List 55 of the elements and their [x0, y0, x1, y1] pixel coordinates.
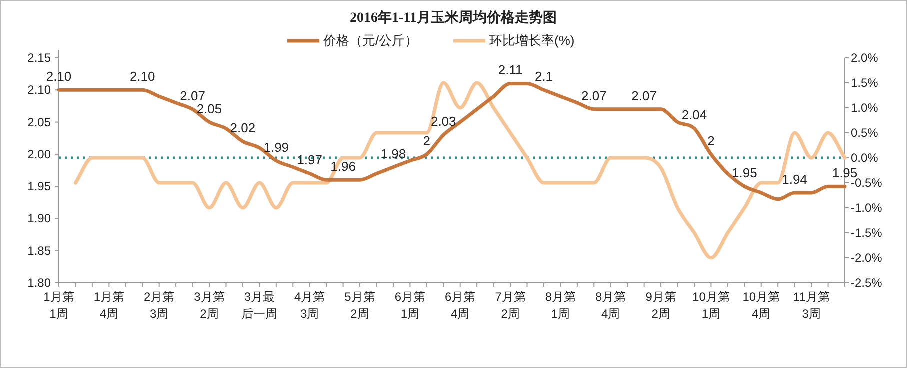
data-label: 2.03 — [430, 114, 456, 130]
x-tick-label: 3月第2周 — [194, 290, 225, 321]
data-label: 1.95 — [732, 166, 758, 181]
x-tick-label: 10月第4周 — [742, 290, 780, 321]
legend-label: 环比增长率(%) — [490, 33, 575, 48]
data-label: 1.96 — [330, 159, 356, 174]
data-label: 2.11 — [498, 62, 523, 78]
y2-tick-label: -1.0% — [851, 201, 883, 215]
x-tick-label: 4月第3周 — [294, 290, 326, 321]
y-tick-label: 2.05 — [28, 115, 52, 130]
data-label: 2.04 — [682, 108, 708, 123]
y-tick-label: 1.90 — [28, 212, 52, 226]
y-tick-label: 2.00 — [28, 147, 52, 162]
x-tick-label: 2月第3周 — [144, 290, 175, 321]
data-label: 1.97 — [297, 152, 323, 168]
x-tick-label: 1月第1周 — [44, 290, 74, 321]
y2-tick-label: -2.0% — [851, 251, 883, 265]
data-label: 2.10 — [130, 69, 156, 84]
data-label: 2 — [423, 133, 431, 148]
y2-tick-label: 1.0% — [851, 101, 879, 115]
y2-tick-label: 0.5% — [851, 126, 879, 140]
y-tick-label: 1.85 — [28, 244, 52, 258]
x-tick-label: 6月第1周 — [394, 290, 426, 321]
y-tick-label: 2.10 — [28, 83, 52, 98]
x-tick-label: 6月第4周 — [445, 290, 476, 321]
y-tick-label: 2.15 — [28, 51, 52, 65]
x-tick-label: 1月第4周 — [94, 290, 125, 321]
data-label: 2.10 — [46, 69, 72, 84]
y2-tick-label: 2.0% — [851, 51, 879, 65]
y-tick-label: 1.80 — [28, 276, 52, 290]
y2-tick-label: 1.5% — [851, 76, 879, 90]
x-tick-label: 5月第2周 — [344, 290, 376, 321]
x-tick-label: 8月第1周 — [545, 290, 576, 321]
data-label: 1.98 — [380, 146, 406, 162]
data-label: 2.1 — [534, 69, 554, 84]
legend-label: 价格（元/公斤） — [322, 33, 418, 48]
data-label: 1.94 — [782, 172, 808, 187]
x-tick-label: 11月第3周 — [793, 290, 830, 321]
data-label: 2.07 — [180, 88, 206, 104]
data-label: 1.99 — [264, 140, 290, 155]
data-label: 2.07 — [581, 88, 607, 104]
x-tick-label: 7月第2周 — [495, 290, 526, 321]
x-tick-label: 9月第2周 — [646, 290, 676, 321]
chart-title: 2016年1-11月玉米周均价格走势图 — [350, 10, 557, 26]
data-label: 2.05 — [196, 101, 222, 116]
x-tick-label: 8月第4周 — [596, 290, 626, 321]
y2-tick-label: -1.5% — [851, 226, 883, 240]
x-tick-label: 10月第1周 — [692, 290, 730, 321]
data-label: 2.02 — [230, 120, 256, 136]
data-label: 2.07 — [632, 88, 657, 104]
y2-tick-label: 0.0% — [851, 151, 879, 165]
data-label: 2 — [708, 133, 715, 148]
x-tick-label: 3月最后一周 — [242, 290, 278, 321]
y-tick-label: 1.95 — [28, 180, 52, 194]
y2-tick-label: -2.5% — [851, 276, 883, 290]
